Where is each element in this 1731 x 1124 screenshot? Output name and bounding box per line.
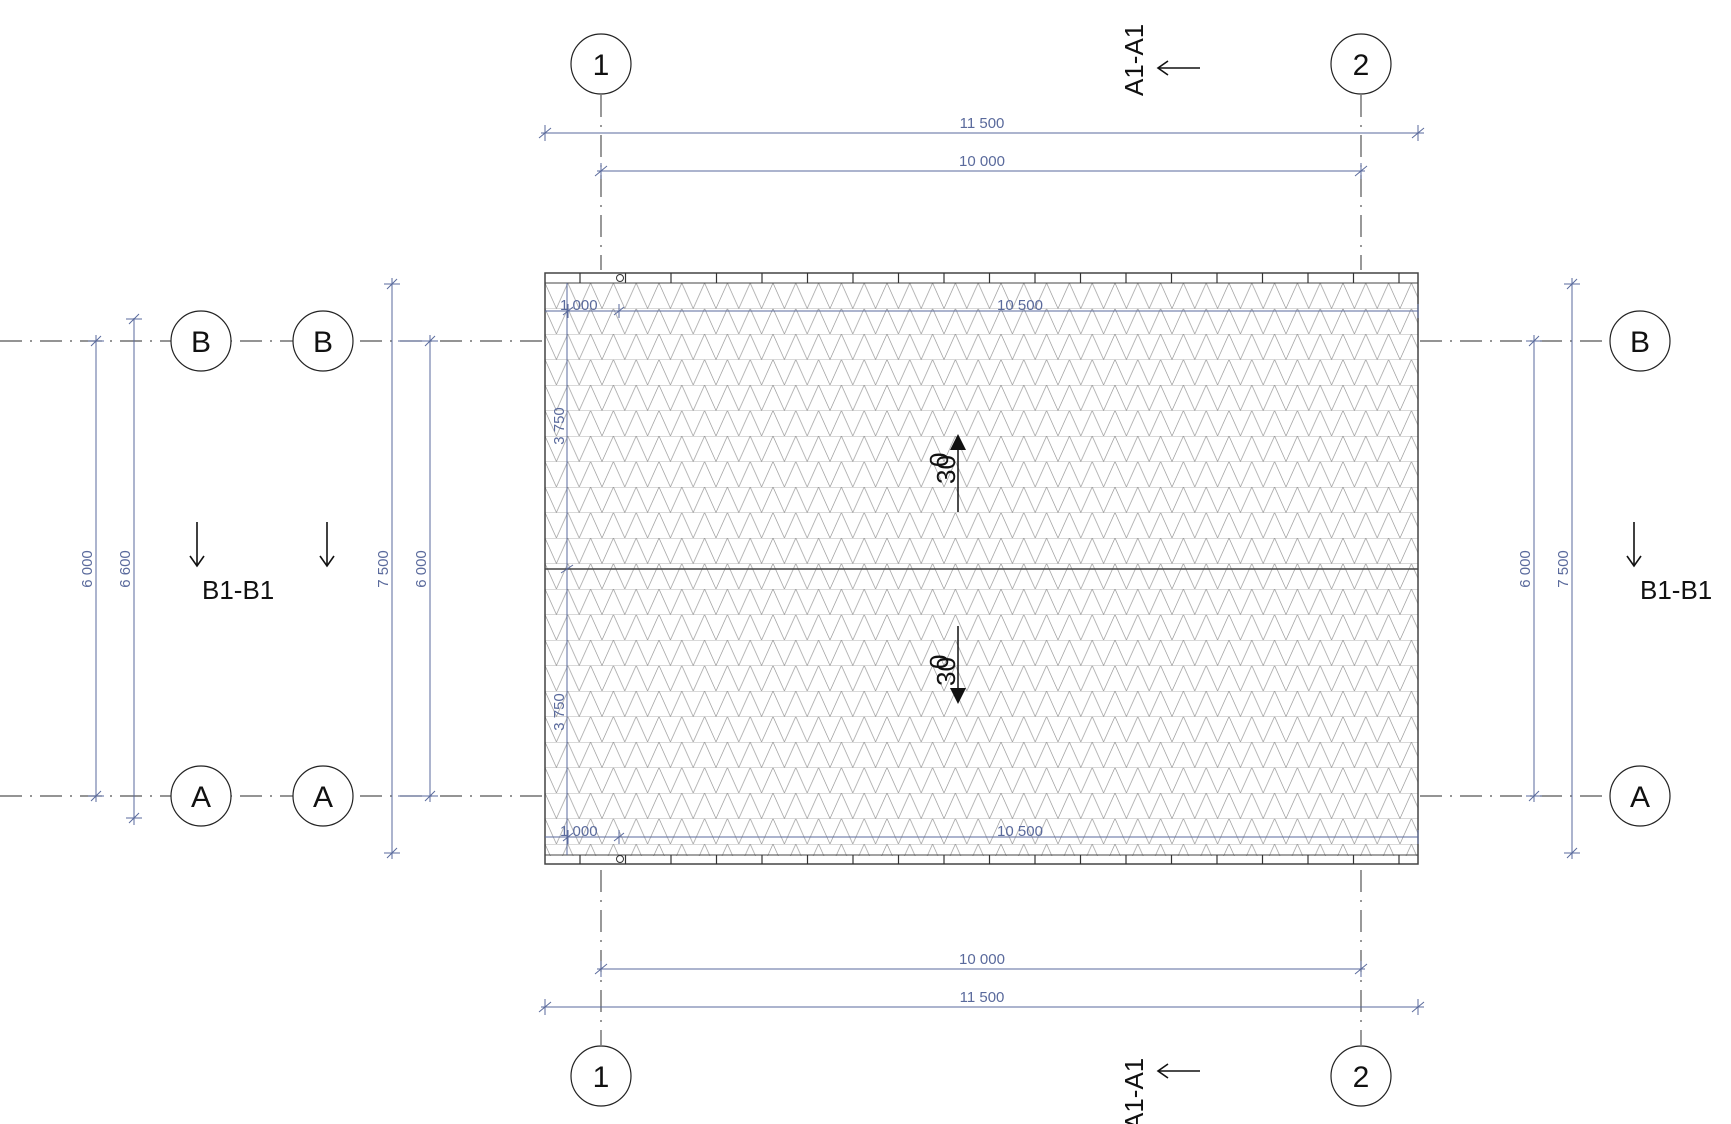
svg-text:6 000: 6 000 — [1517, 550, 1534, 588]
dim-bottom-overall: 11 500 — [538, 989, 1425, 1015]
slope-value-down: 30 — [931, 657, 961, 686]
roof-tile-field-upper — [545, 283, 1418, 568]
svg-text:7 500: 7 500 — [375, 550, 392, 588]
grid-bubble-1-bottom: 1 — [570, 1045, 632, 1107]
section-mark-a1-top: A1-A1 — [1119, 24, 1200, 96]
eave-ticks — [579, 273, 1400, 864]
svg-text:3 750: 3 750 — [551, 407, 568, 445]
dim-inner-top-eave: 1 000 10 500 — [545, 297, 1419, 318]
dim-right-axis-6000: 6 000 — [1517, 335, 1542, 802]
grid-bubble-b-left-1: B — [170, 310, 232, 372]
dim-left-axis-6000-b: 6 000 — [398, 335, 438, 802]
slope-degree-down: 0 — [924, 655, 954, 669]
slope-arrow-down: 30 0 — [924, 626, 966, 704]
dim-top-overall: 11 500 — [538, 115, 1425, 141]
grid-bubble-a-left-2: A — [292, 765, 354, 827]
svg-text:6 600: 6 600 — [117, 550, 134, 588]
svg-text:A: A — [313, 781, 333, 814]
svg-text:3 750: 3 750 — [551, 693, 568, 731]
dim-inner-depth: 3 750 3 750 — [551, 283, 574, 855]
svg-text:B: B — [313, 326, 333, 359]
dim-left-axis-6000: 6 000 — [79, 335, 104, 802]
slope-degree-up: 0 — [924, 453, 954, 467]
svg-text:1: 1 — [593, 1061, 610, 1094]
grid-bubble-a-left-1: A — [170, 765, 232, 827]
section-mark-b1-left: B1-B1 — [189, 522, 335, 605]
svg-text:2: 2 — [1353, 49, 1370, 82]
svg-text:1: 1 — [593, 49, 610, 82]
svg-text:10 000: 10 000 — [959, 153, 1005, 170]
grid-bubble-b-right: B — [1609, 310, 1671, 372]
svg-text:10 500: 10 500 — [997, 823, 1043, 840]
grid-bubble-a-right: A — [1609, 765, 1671, 827]
dim-bottom-axis: 10 000 — [594, 951, 1368, 977]
svg-text:10 500: 10 500 — [997, 297, 1043, 314]
slope-value-up: 30 — [931, 455, 961, 484]
svg-text:A1-A1: A1-A1 — [1119, 1058, 1149, 1124]
grid-bubble-2-top: 2 — [1330, 33, 1392, 95]
dim-inner-bottom-eave: 1 000 10 500 — [545, 823, 1419, 844]
section-mark-a1-bottom: A1-A1 — [1119, 1058, 1200, 1124]
svg-text:6 000: 6 000 — [79, 550, 96, 588]
svg-text:11 500: 11 500 — [960, 115, 1005, 132]
svg-text:11 500: 11 500 — [960, 989, 1005, 1006]
section-mark-b1-right: B1-B1 — [1626, 522, 1712, 605]
grid-bubble-1-top: 1 — [570, 33, 632, 95]
dim-left-6600: 6 600 — [117, 313, 142, 825]
svg-text:B: B — [1630, 326, 1650, 359]
svg-text:B: B — [191, 326, 211, 359]
svg-text:2: 2 — [1353, 1061, 1370, 1094]
dim-left-7500: 7 500 — [375, 278, 400, 859]
svg-text:A: A — [1630, 781, 1650, 814]
svg-text:7 500: 7 500 — [1555, 550, 1572, 588]
svg-text:A: A — [191, 781, 211, 814]
svg-text:A1-A1: A1-A1 — [1119, 24, 1149, 96]
downpipe-top — [616, 274, 624, 282]
dim-right-7500: 7 500 — [1555, 278, 1580, 859]
svg-text:10 000: 10 000 — [959, 951, 1005, 968]
roof-plan — [544, 272, 1419, 865]
downpipe-bottom — [616, 855, 624, 863]
roof-tile-field-lower — [545, 568, 1418, 856]
slope-arrow-up: 30 0 — [924, 434, 966, 512]
svg-text:6 000: 6 000 — [413, 550, 430, 588]
svg-text:B1-B1: B1-B1 — [202, 575, 274, 605]
svg-text:1 000: 1 000 — [560, 823, 598, 840]
grid-bubble-b-left-2: B — [292, 310, 354, 372]
svg-text:1 000: 1 000 — [560, 297, 598, 314]
svg-text:B1-B1: B1-B1 — [1640, 575, 1712, 605]
dim-top-axis: 10 000 — [594, 153, 1368, 179]
grid-bubble-2-bottom: 2 — [1330, 1045, 1392, 1107]
